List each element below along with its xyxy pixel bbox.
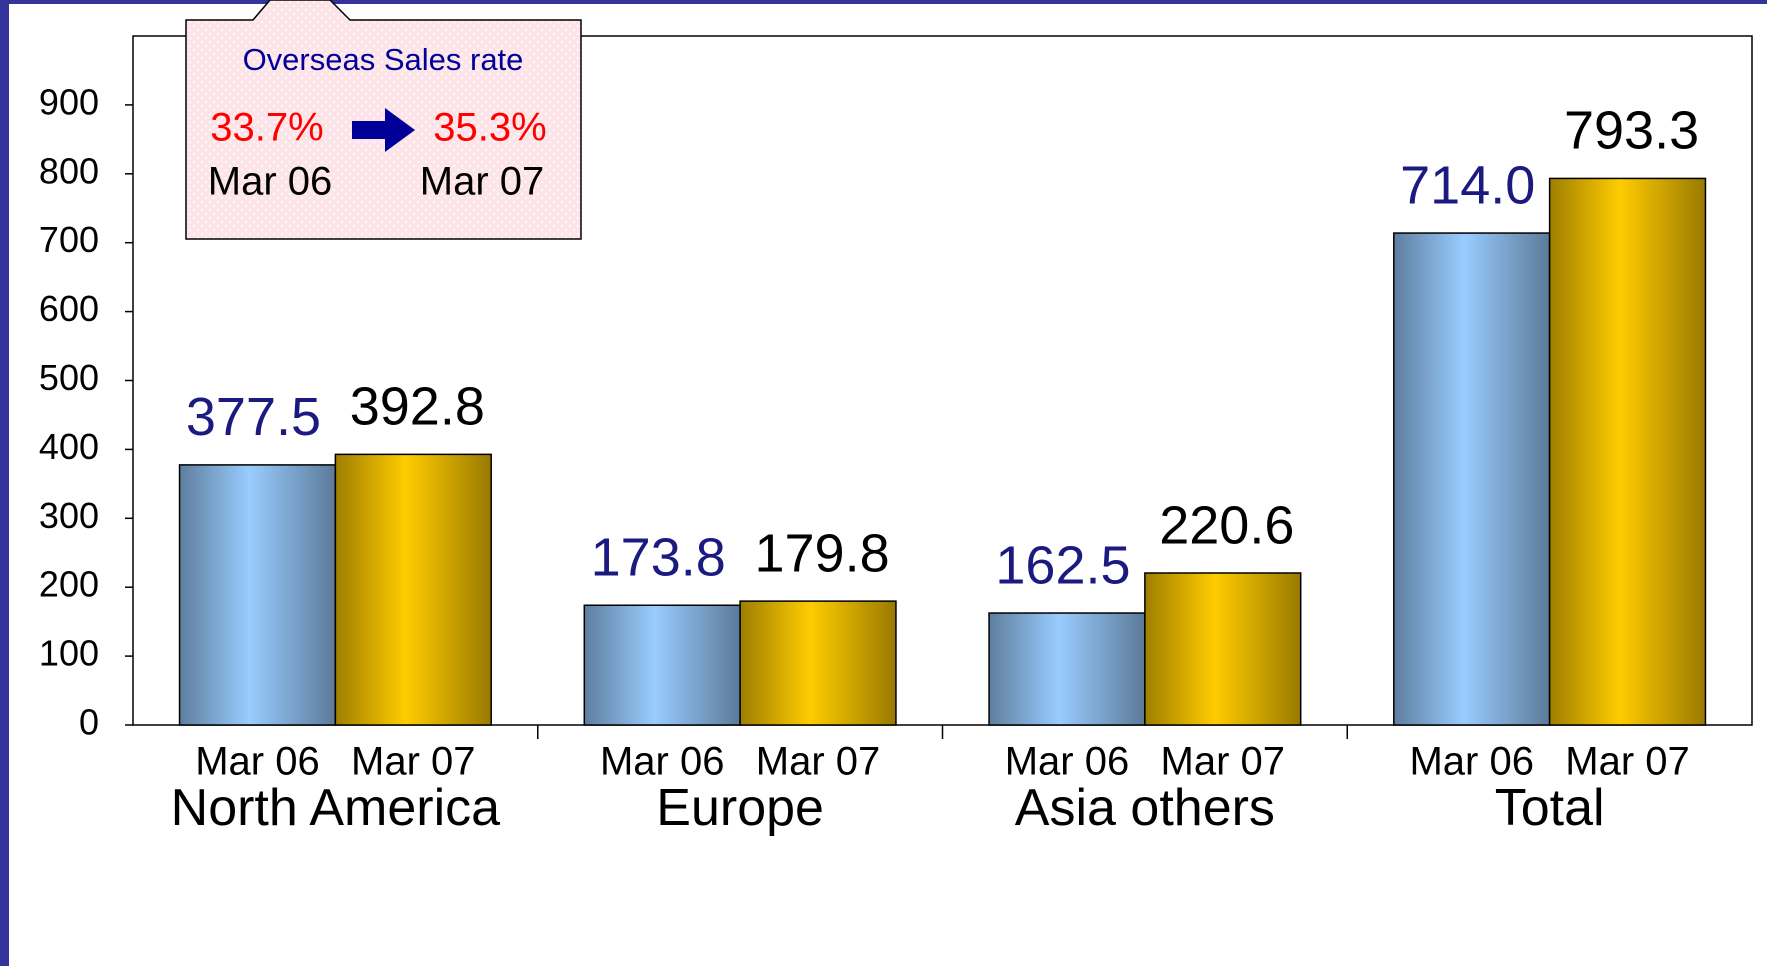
- y-tick-label: 400: [39, 426, 99, 467]
- y-tick-label: 100: [39, 633, 99, 674]
- value-label: 793.3: [1564, 101, 1699, 161]
- category-label: Europe: [656, 779, 824, 837]
- bar: [739, 600, 897, 726]
- series-label: Mar 07: [1565, 740, 1690, 784]
- bar: [1144, 572, 1302, 726]
- bar: [1393, 232, 1551, 726]
- series-label: Mar 06: [1005, 740, 1130, 784]
- bar: [178, 464, 337, 726]
- annotation-from-value: 33.7%: [210, 106, 323, 150]
- value-label: 162.5: [995, 535, 1130, 595]
- y-tick-label: 800: [39, 150, 99, 191]
- series-label: Mar 06: [195, 740, 320, 784]
- y-tick-label: 700: [39, 219, 99, 260]
- value-label: 714.0: [1400, 155, 1535, 215]
- y-tick-label: 300: [39, 495, 99, 536]
- series-label: Mar 07: [351, 740, 476, 784]
- bar: [334, 453, 492, 726]
- category-label: North America: [170, 779, 501, 837]
- value-label: 220.6: [1159, 495, 1294, 555]
- value-label: 392.8: [350, 377, 485, 437]
- annotation-to-value: 35.3%: [433, 106, 546, 150]
- bar: [1548, 177, 1707, 726]
- category-label: Total: [1494, 779, 1605, 837]
- y-tick-label: 500: [39, 357, 99, 398]
- bar: [583, 604, 741, 726]
- series-label: Mar 06: [1409, 740, 1534, 784]
- value-label: 173.8: [591, 528, 726, 588]
- y-tick-label: 200: [39, 564, 99, 605]
- annotation-title: Overseas Sales rate: [243, 42, 524, 77]
- y-tick-label: 0: [79, 702, 99, 743]
- callout: [185, 0, 582, 240]
- value-label: 377.5: [186, 387, 321, 447]
- y-tick-label: 600: [39, 288, 99, 329]
- series-label: Mar 07: [1161, 740, 1286, 784]
- y-tick-label: 900: [39, 81, 99, 122]
- annotation-from-label: Mar 06: [208, 160, 333, 204]
- bar: [988, 612, 1146, 726]
- arrow: [352, 108, 415, 152]
- annotation-to-label: Mar 07: [420, 160, 545, 204]
- series-label: Mar 06: [600, 740, 725, 784]
- series-label: Mar 07: [756, 740, 881, 784]
- category-label: Asia others: [1014, 779, 1275, 837]
- value-label: 179.8: [754, 523, 889, 583]
- annotation-box: Overseas Sales rate 33.7% 35.3% Mar 06 M…: [185, 0, 582, 240]
